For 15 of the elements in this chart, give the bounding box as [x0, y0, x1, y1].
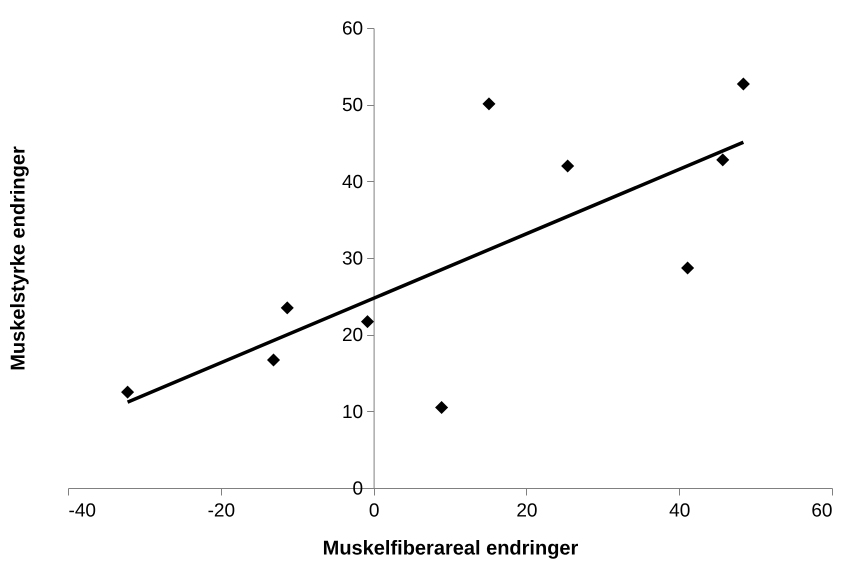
y-tick-label: 30 — [342, 248, 364, 270]
y-tick-label: 60 — [342, 18, 364, 40]
y-tick-label: 40 — [342, 172, 364, 193]
x-axis-title: Muskelfiberareal endringer — [322, 538, 579, 560]
y-tick-label: 10 — [342, 402, 364, 423]
y-axis-title: Muskelstyrke endringer — [8, 146, 30, 371]
x-tick-label: 20 — [516, 500, 538, 522]
x-tick-label: 40 — [669, 500, 690, 522]
x-tick-label: -20 — [208, 500, 236, 522]
x-tick-label: -40 — [68, 500, 96, 522]
y-tick-label: 20 — [342, 325, 364, 346]
x-tick-label: 60 — [811, 500, 832, 522]
y-tick-label: 0 — [352, 478, 364, 500]
y-tick-label: 50 — [342, 95, 364, 116]
x-tick-label: 0 — [368, 500, 380, 522]
